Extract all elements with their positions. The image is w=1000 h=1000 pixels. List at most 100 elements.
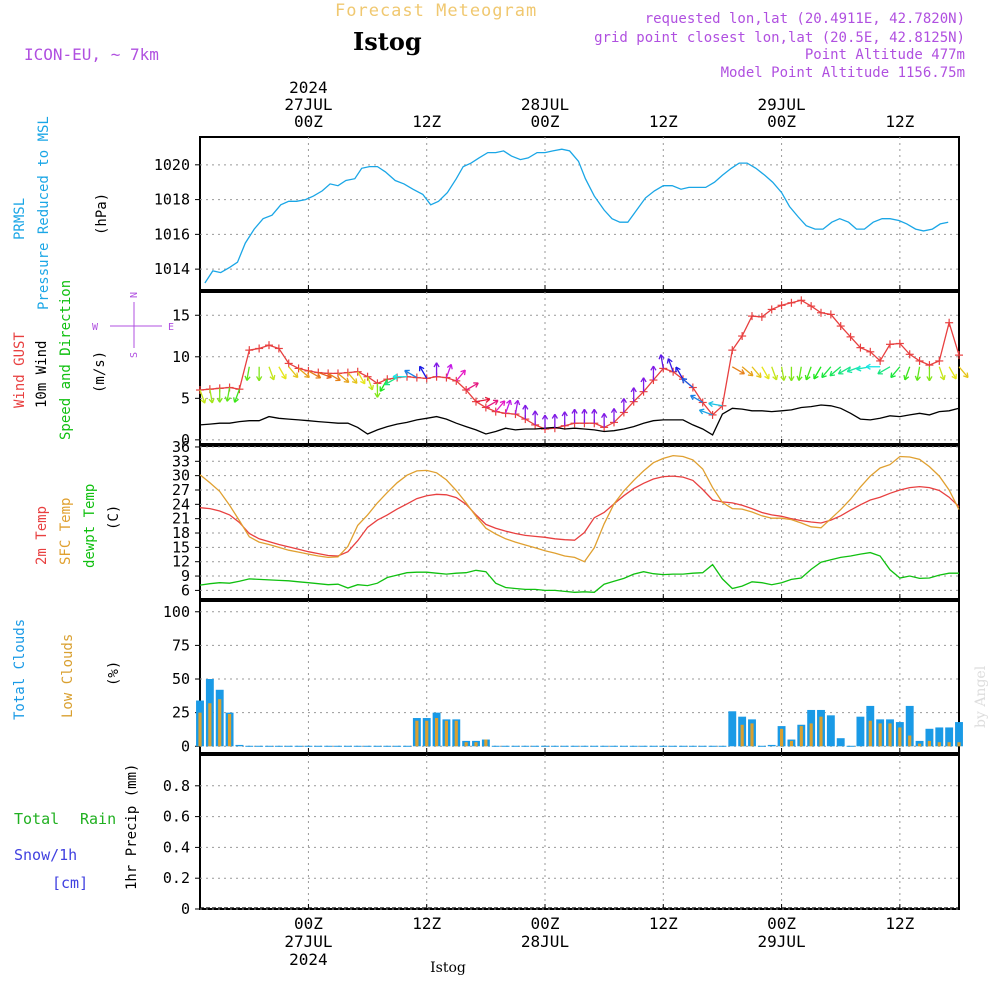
point-altitude: Point Altitude 477m: [805, 47, 965, 63]
clouds-ytick-label: 100: [163, 603, 190, 621]
wind-arrow: [667, 358, 674, 372]
series-dewpt-temp: [199, 551, 959, 593]
wind-arrow-head: [903, 374, 906, 381]
clouds-ytick-label: 50: [172, 670, 190, 688]
wind-arrow-head: [256, 376, 260, 382]
wind-arrow: [958, 366, 969, 378]
pressure-msl-label: Pressure Reduced to MSL: [36, 116, 52, 310]
wind-arrow-head: [666, 358, 669, 364]
wind-arrow-head: [561, 411, 566, 417]
wind-arrow: [660, 354, 664, 369]
wind-arrow-head: [460, 369, 466, 373]
precip-ytick-label: 0.4: [163, 838, 190, 856]
cloud-labels: Total Clouds Low Clouds (%): [12, 619, 122, 720]
series-2m-temp: [199, 475, 960, 557]
wind-arrow: [813, 366, 822, 380]
wind-arrow: [780, 366, 785, 381]
wind-arrow-head: [246, 376, 251, 381]
wind-arrow-head: [371, 384, 374, 391]
wind-arrow-head: [788, 376, 792, 382]
temp-ytick-label: 9: [181, 567, 190, 585]
compass-n: N: [129, 292, 140, 298]
series-10m-wind: [199, 404, 960, 436]
precip-ytick-label: 0.8: [163, 777, 190, 795]
wind-arrow-head: [379, 388, 385, 392]
clouds-ytick-label: 25: [172, 704, 190, 722]
wind-arrow-head: [660, 354, 665, 359]
precip-ytick-label: 0.2: [163, 869, 190, 887]
wind-arrow-head: [759, 372, 762, 378]
model-altitude: Model Point Altitude 1156.75m: [721, 65, 965, 81]
wind-arrow: [199, 389, 206, 404]
bottom-time-label: 12Z: [885, 914, 914, 933]
location-title: Istog: [353, 27, 422, 56]
wind-arrow-head: [747, 374, 753, 377]
wind-arrow: [366, 376, 373, 391]
wind-arrow-head: [544, 414, 549, 420]
low-cloud-bar: [415, 720, 419, 747]
top-time-label: 12Z: [649, 112, 678, 131]
wind-arrow-head: [613, 408, 618, 414]
wind-arrow-head: [204, 398, 207, 404]
wind-arrow: [278, 366, 287, 380]
wind-arrow-head: [650, 365, 654, 371]
wind-arrow-head: [928, 376, 933, 382]
total-cloud-bar: [945, 727, 954, 747]
pressure-ytick-label: 1016: [154, 225, 190, 243]
bottom-time-label: 2024: [289, 950, 328, 969]
wind-arrow: [699, 409, 713, 416]
low-cloud-bar: [819, 716, 823, 747]
wind-arrow-head: [813, 375, 819, 380]
wind-arrow-head: [698, 409, 704, 415]
wind-arrow-head: [200, 399, 206, 404]
wind-arrow-head: [485, 398, 491, 403]
total-rain-label: Total: [14, 810, 59, 828]
total-clouds-label: Total Clouds: [12, 619, 28, 720]
low-cloud-bar: [434, 718, 439, 747]
total-cloud-bar: [767, 744, 776, 747]
wind-arrow: [916, 366, 921, 381]
requested-coords: requested lon,lat (20.4911E, 42.7820N): [645, 11, 965, 27]
wind-arrow-head: [233, 397, 236, 403]
wind-arrow-head: [384, 379, 389, 385]
wind-arrow-head: [756, 375, 762, 379]
low-cloud-bar: [799, 726, 803, 747]
wind-arrow-head: [601, 413, 605, 419]
top-time-label: 12Z: [412, 112, 441, 131]
bottom-time-label: 00Z: [531, 914, 560, 933]
wind-arrow-head: [610, 408, 615, 414]
wind-arrow: [821, 366, 832, 378]
wind-labels: Wind GUST 10m Wind Speed and Direction (…: [12, 280, 174, 440]
wind-gust-label: Wind GUST: [12, 332, 28, 408]
compass-w: W: [92, 322, 99, 333]
precip-panel: 0 0.2 0.4 0.6 0.8: [163, 754, 960, 918]
wind-arrow-head: [571, 408, 576, 414]
wind-arrow-head: [337, 375, 341, 381]
wind-arrow-head: [484, 396, 491, 400]
wind-speed-dir-label: Speed and Direction: [58, 280, 74, 440]
low-cloud-bar: [208, 703, 212, 747]
wind-arrow-head: [574, 408, 578, 414]
wind-arrow-head: [258, 376, 263, 382]
wind-arrow-head: [630, 387, 635, 393]
precip-ytick-label: 0: [181, 900, 190, 918]
wind-arrow-head: [292, 375, 298, 379]
wind-arrow-head: [593, 408, 598, 414]
grid-point-coords: grid point closest lon,lat (20.5E, 42.81…: [594, 30, 965, 46]
wind-arrow-head: [708, 402, 713, 408]
temp-ytick-label: 18: [172, 524, 190, 542]
wind-arrow: [404, 369, 418, 379]
wind-arrow: [246, 366, 250, 381]
wind-arrow-head: [846, 367, 851, 372]
temp2m-label: 2m Temp: [34, 506, 50, 565]
wind-arrow-head: [360, 380, 366, 385]
wind-arrow-head: [419, 365, 425, 370]
wind-arrow-head: [509, 399, 512, 406]
series-sfc-temp: [199, 454, 960, 563]
low-cloud-bar: [898, 727, 902, 747]
wind-arrow-head: [433, 362, 438, 368]
wind-arrow-head: [708, 400, 714, 404]
wind-arrow: [751, 366, 762, 378]
temp-ytick-label: 24: [172, 495, 190, 513]
pct-unit: (%): [106, 661, 122, 686]
